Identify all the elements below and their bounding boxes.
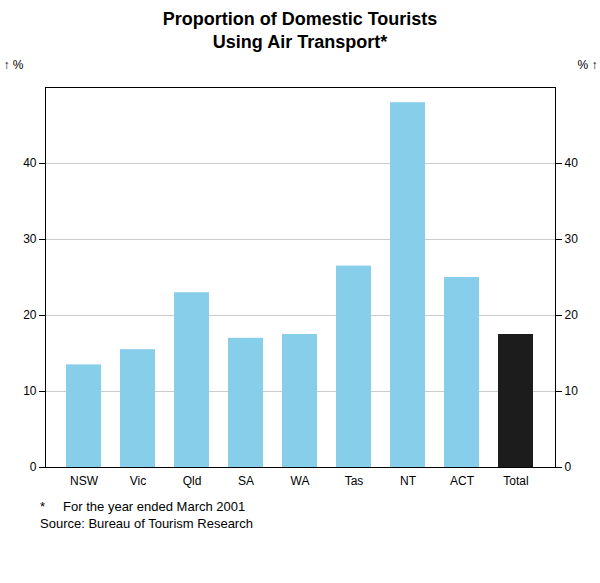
svg-text:Qld: Qld: [183, 474, 202, 488]
svg-text:NSW: NSW: [70, 474, 99, 488]
html-text:* For the year ended March 200: * For the year ended March 2001: [40, 499, 246, 514]
svg-text:20: 20: [565, 308, 579, 322]
svg-text:0: 0: [30, 460, 37, 474]
svg-text:Total: Total: [503, 474, 528, 488]
svg-text:WA: WA: [291, 474, 310, 488]
svg-text:20: 20: [23, 308, 37, 322]
svg-text:↑ %: ↑ %: [4, 58, 24, 72]
html-text:Proportion of Domestic Tourist: Proportion of Domestic Tourists Using Ai…: [162, 9, 438, 52]
svg-text:0: 0: [565, 460, 572, 474]
svg-text:30: 30: [565, 232, 579, 246]
svg-text:30: 30: [23, 232, 37, 246]
svg-text:Tas: Tas: [345, 474, 364, 488]
svg-text:10: 10: [23, 384, 37, 398]
html-text:Source: Bureau of Tourism Rese: Source: Bureau of Tourism Research: [40, 516, 253, 531]
svg-text:ACT: ACT: [450, 474, 475, 488]
svg-text:Vic: Vic: [130, 474, 146, 488]
svg-text:10: 10: [565, 384, 579, 398]
svg-text:40: 40: [565, 156, 579, 170]
svg-text:40: 40: [23, 156, 37, 170]
svg-text:NT: NT: [400, 474, 417, 488]
svg-text:SA: SA: [238, 474, 254, 488]
svg-text:% ↑: % ↑: [577, 58, 597, 72]
